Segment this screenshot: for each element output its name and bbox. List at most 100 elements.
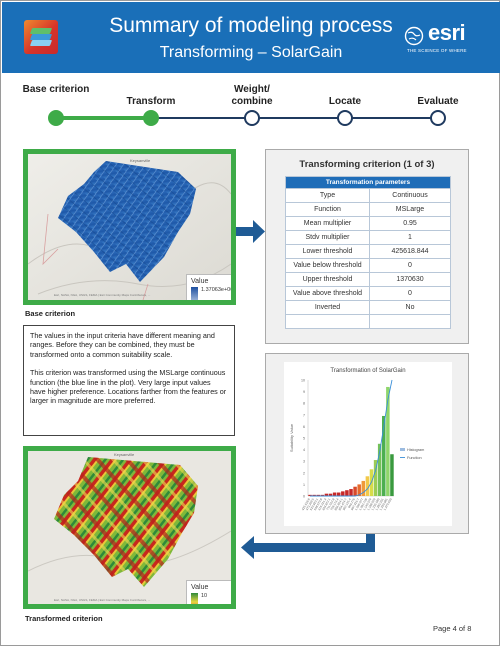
legend-ramp: [191, 287, 198, 300]
step-dot-base-criterion[interactable]: [48, 110, 64, 126]
globe-icon: [404, 26, 424, 46]
histogram-bar: [324, 493, 329, 496]
param-name: Function: [285, 202, 370, 217]
param-value: 0: [369, 286, 451, 301]
legend-label-function: Function: [407, 456, 422, 460]
param-value: 1370630: [369, 272, 451, 287]
param-value: 0: [369, 258, 451, 273]
transformation-chart: Transformation of SolarGain109876543210S…: [289, 368, 424, 511]
x-tick-label: 854,474.7: [338, 497, 348, 511]
param-value: Continuous: [369, 188, 451, 203]
y-tick-label: 8: [303, 402, 305, 406]
step-label-transform: Transform: [126, 96, 176, 107]
y-tick-label: 4: [303, 448, 305, 452]
table-row: Type Continuous: [285, 188, 451, 203]
table-row: Inverted No: [285, 300, 451, 315]
map-attribution: Esri, NASA, NGA, USGS, FEMA | Esri Commu…: [54, 293, 150, 297]
layers-icon: [24, 20, 58, 54]
y-tick-label: 10: [301, 379, 305, 383]
histogram-bar: [328, 493, 333, 496]
param-value: [369, 314, 451, 329]
histogram-bar: [357, 484, 361, 496]
x-tick-label: 759,173.4: [329, 497, 339, 511]
param-name: [285, 314, 370, 329]
x-tick-label: 1,092,728: [358, 497, 368, 511]
param-value: MSLarge: [369, 202, 451, 217]
x-tick-label: 1,235,680: [370, 497, 380, 511]
histogram-bar: [377, 443, 382, 496]
brand-name: esri: [428, 20, 466, 45]
function-line: [310, 379, 393, 497]
x-tick-label: 473,269.5: [305, 497, 315, 511]
param-value: No: [369, 300, 451, 315]
step-dot-evaluate[interactable]: [430, 110, 446, 126]
x-tick-label: 425,618.8: [301, 497, 311, 511]
histogram-bar: [341, 491, 345, 496]
y-tick-label: 9: [303, 390, 305, 394]
base-map-caption: Base criterion: [25, 309, 76, 318]
legend-label-histogram: Histogram: [407, 448, 424, 452]
transformed-criterion-map[interactable]: Keysanville Esri, NASA, NGA, USGS, FEMA …: [23, 446, 236, 609]
x-tick-label: 949,776: [347, 497, 356, 509]
x-tick-label: 1,140,379: [362, 497, 372, 511]
y-tick-label: 2: [303, 471, 305, 475]
param-name: Stdv multiplier: [285, 230, 370, 245]
histogram-bar: [365, 476, 370, 496]
histogram-bar: [386, 386, 390, 496]
legend-title: Value: [191, 584, 209, 591]
x-tick-label: 1,370,630: [383, 497, 393, 511]
histogram-bar: [320, 494, 325, 496]
param-name: Value above threshold: [285, 286, 370, 301]
esri-logo: esri THE SCIENCE OF WHERE: [404, 20, 467, 53]
place-label: Keysanville: [114, 452, 135, 457]
step-label-base-criterion: Base criterion: [22, 84, 90, 95]
histogram-bar: [373, 460, 378, 496]
table-row: Value above threshold 0: [285, 286, 451, 301]
page-number: Page 4 of 8: [433, 624, 472, 633]
y-tick-label: 0: [303, 495, 305, 499]
legend-high: 10: [201, 593, 208, 599]
header-banner: Summary of modeling process Transforming…: [2, 2, 500, 73]
x-tick-label: 520,920.1: [309, 497, 319, 511]
base-map-graphic: Keysanville Esri, NASA, NGA, USGS, FEMA …: [28, 154, 231, 300]
y-axis-label: Suitability Value: [289, 423, 294, 452]
param-name: Mean multiplier: [285, 216, 370, 231]
histogram-bar: [349, 489, 353, 496]
chart-area: Transformation of SolarGain 10 9 8 7 6 5 4 3 2 1 0 S…: [284, 362, 452, 526]
x-tick-label: 711,522.8: [325, 497, 335, 511]
x-tick-label: 616,221.4: [317, 497, 327, 511]
base-criterion-map[interactable]: Keysanville Esri, NASA, NGA, USGS, FEMA …: [23, 149, 236, 305]
histogram-bar: [353, 486, 357, 496]
page-subtitle: Transforming – SolarGain: [159, 44, 343, 61]
legend-title: Value: [191, 278, 209, 285]
x-tick-label: 568,570.8: [313, 497, 323, 511]
table-row: Lower threshold 425618.844: [285, 244, 451, 259]
table-row: Stdv multiplier 1: [285, 230, 451, 245]
place-label: Keysanville: [130, 158, 151, 163]
legend-high: 1.37063e+06: [201, 287, 234, 293]
step-dot-transform[interactable]: [143, 110, 159, 126]
chart-title: Transformation of SolarGain: [330, 368, 405, 374]
x-tick-label: 806,824.1: [334, 497, 344, 511]
x-tick-label: 997,426.7: [350, 497, 360, 511]
step-track-complete: [56, 116, 156, 120]
step-dot-weight-combine[interactable]: [244, 110, 260, 126]
table-row: [285, 314, 451, 329]
legend-low: 1: [201, 606, 205, 609]
legend-low: 425619: [201, 304, 219, 305]
table-row: Function MSLarge: [285, 202, 451, 217]
table-row: Upper threshold 1370630: [285, 272, 451, 287]
parameters-table: Transformation parameters Type Continuous…: [285, 176, 451, 329]
x-tick-label: 1,330,981: [379, 497, 389, 511]
histogram-bar: [332, 492, 337, 496]
description-para-1: The values in the input criteria have di…: [30, 331, 215, 359]
description-para-2: This criterion was transformed using the…: [30, 368, 227, 406]
table-row: Mean multiplier 0.95: [285, 216, 451, 231]
param-name: Type: [285, 188, 370, 203]
histogram-bar: [316, 494, 320, 496]
param-name: Upper threshold: [285, 272, 370, 287]
table-header: Transformation parameters: [285, 176, 451, 189]
step-dot-locate[interactable]: [337, 110, 353, 126]
transformed-map-graphic: Keysanville Esri, NASA, NGA, USGS, FEMA …: [28, 451, 231, 604]
transformed-map-legend: Value 10 1: [186, 580, 231, 609]
